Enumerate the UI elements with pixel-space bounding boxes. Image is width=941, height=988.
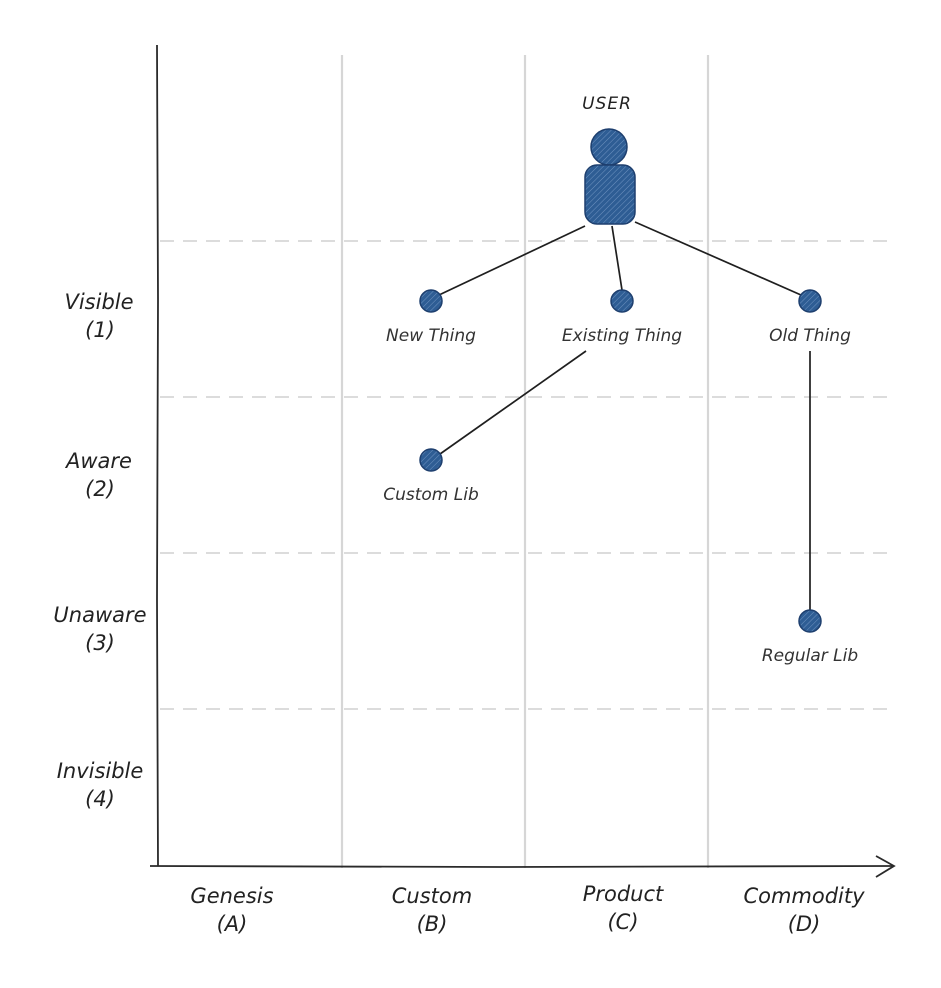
component-dot [610,289,634,313]
component-label: New Thing [386,326,476,346]
visibility-labels: Visible (1) Aware (2) Unaware (3) Invisi… [53,290,146,811]
component-dot [419,289,443,313]
col-label-genesis: Genesis [190,884,273,908]
component-label: Custom Lib [383,485,479,505]
components: New Thing Existing Thing Old Thing Custom L… [383,289,858,666]
user-icon [584,128,636,225]
component-regular-lib[interactable]: Regular Lib [762,609,858,666]
col-code-genesis: (A) [217,912,248,936]
y-axis [156,44,159,867]
col-label-product: Product [583,882,664,906]
row-label-invisible: Invisible [57,759,144,783]
col-code-product: (C) [607,910,638,934]
edge-user-existing-thing [611,225,623,291]
component-dot [798,609,822,633]
band-separators [160,240,893,710]
row-label-unaware: Unaware [53,603,146,627]
row-code-unaware: (3) [85,631,115,655]
col-label-custom: Custom [392,884,472,908]
stage-separators [340,55,710,868]
row-code-aware: (2) [85,477,115,501]
component-existing-thing[interactable]: Existing Thing [562,289,682,346]
edge-user-old-thing [634,221,802,296]
component-label: Regular Lib [762,646,858,666]
evolution-labels: Genesis (A) Custom (B) Product (C) Commo… [190,882,865,936]
col-code-commodity: (D) [788,912,821,936]
component-dot [419,448,443,472]
x-axis [149,865,894,868]
x-axis-arrowhead [875,855,896,878]
row-label-visible: Visible [64,290,133,314]
edge-user-new-thing [438,225,586,296]
component-label: Existing Thing [562,326,682,346]
row-code-invisible: (4) [85,787,115,811]
component-label: Old Thing [769,326,851,346]
component-dot [798,289,822,313]
component-custom-lib[interactable]: Custom Lib [383,448,479,505]
component-old-thing[interactable]: Old Thing [769,289,851,346]
col-label-commodity: Commodity [743,884,865,908]
user-node[interactable]: USER [582,94,636,225]
row-label-aware: Aware [64,449,132,473]
dependency-edges [438,221,811,610]
axes [149,44,896,878]
row-code-visible: (1) [85,318,115,342]
user-label: USER [582,94,632,114]
col-code-custom: (B) [417,912,448,936]
edge-existing-thing-custom-lib [439,350,587,455]
component-new-thing[interactable]: New Thing [386,289,476,346]
